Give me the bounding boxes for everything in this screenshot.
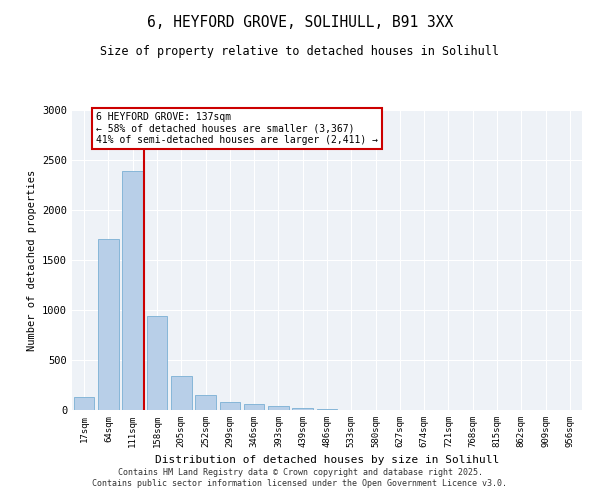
- Bar: [268, 406, 289, 410]
- Bar: [244, 404, 265, 410]
- Bar: [195, 395, 216, 410]
- Bar: [98, 239, 119, 410]
- Y-axis label: Number of detached properties: Number of detached properties: [26, 170, 37, 350]
- Bar: [220, 402, 240, 410]
- Bar: [317, 409, 337, 410]
- Bar: [146, 316, 167, 410]
- Text: 6 HEYFORD GROVE: 137sqm
← 58% of detached houses are smaller (3,367)
41% of semi: 6 HEYFORD GROVE: 137sqm ← 58% of detache…: [96, 112, 378, 145]
- Bar: [171, 376, 191, 410]
- Text: Size of property relative to detached houses in Solihull: Size of property relative to detached ho…: [101, 45, 499, 58]
- Text: Contains HM Land Registry data © Crown copyright and database right 2025.
Contai: Contains HM Land Registry data © Crown c…: [92, 468, 508, 487]
- Bar: [122, 171, 143, 410]
- Bar: [292, 408, 313, 410]
- Text: 6, HEYFORD GROVE, SOLIHULL, B91 3XX: 6, HEYFORD GROVE, SOLIHULL, B91 3XX: [147, 15, 453, 30]
- X-axis label: Distribution of detached houses by size in Solihull: Distribution of detached houses by size …: [155, 456, 499, 466]
- Bar: [74, 397, 94, 410]
